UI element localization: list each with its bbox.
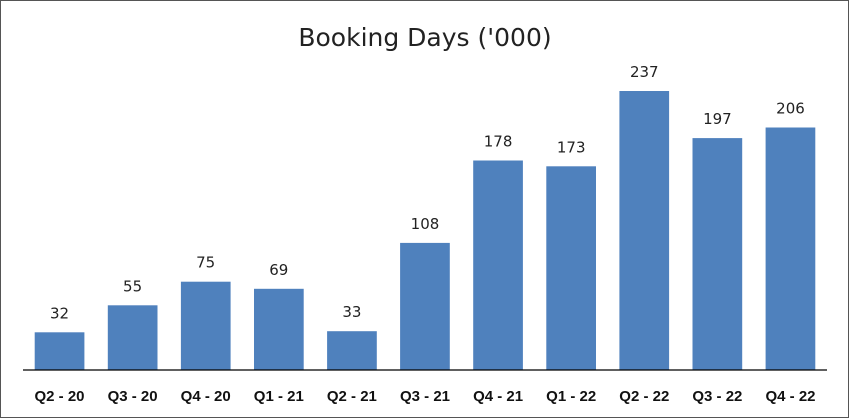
bar-q1-22 — [546, 166, 596, 370]
data-label: 206 — [776, 100, 805, 118]
data-label: 55 — [123, 277, 142, 295]
x-tick-label: Q3 - 20 — [108, 388, 158, 405]
bar-q2-21 — [327, 331, 377, 370]
x-tick-label: Q1 - 21 — [254, 388, 304, 405]
bars-group — [34, 91, 816, 370]
x-tick-label: Q4 - 22 — [765, 388, 815, 405]
data-label: 197 — [703, 110, 732, 128]
chart-title: Booking Days ('000) — [298, 23, 551, 52]
data-label: 69 — [269, 261, 288, 279]
x-tick-labels-group: Q2 - 20 Q3 - 20 Q4 - 20 Q1 - 21 Q2 - 21 Q3 - … — [34, 388, 815, 405]
bar-q3-21 — [400, 242, 450, 370]
data-label: 178 — [484, 133, 513, 151]
x-tick-label: Q2 - 21 — [327, 388, 377, 405]
bar-q4-20 — [180, 281, 231, 370]
x-tick-label: Q3 - 22 — [692, 388, 742, 405]
bar-q2-22 — [619, 91, 670, 370]
data-label: 32 — [50, 304, 69, 322]
data-labels-group: 32 55 75 69 33 108 178 173 237 197 206 — [50, 63, 805, 322]
x-tick-label: Q4 - 20 — [181, 388, 231, 405]
x-tick-label: Q4 - 21 — [473, 388, 523, 405]
bar-q4-22 — [765, 127, 816, 370]
data-label: 33 — [342, 303, 361, 321]
data-label: 108 — [411, 215, 440, 233]
data-label: 75 — [196, 254, 215, 272]
x-tick-label: Q3 - 21 — [400, 388, 450, 405]
x-tick-label: Q1 - 22 — [546, 388, 596, 405]
data-label: 237 — [630, 63, 659, 81]
bar-q1-21 — [254, 288, 304, 370]
bar-q4-21 — [473, 160, 523, 370]
data-label: 173 — [557, 138, 586, 156]
bar-q3-20 — [107, 305, 158, 370]
x-tick-label: Q2 - 22 — [619, 388, 669, 405]
bar-q2-20 — [34, 332, 85, 370]
x-tick-label: Q2 - 20 — [34, 388, 84, 405]
bar-q3-22 — [692, 138, 743, 370]
